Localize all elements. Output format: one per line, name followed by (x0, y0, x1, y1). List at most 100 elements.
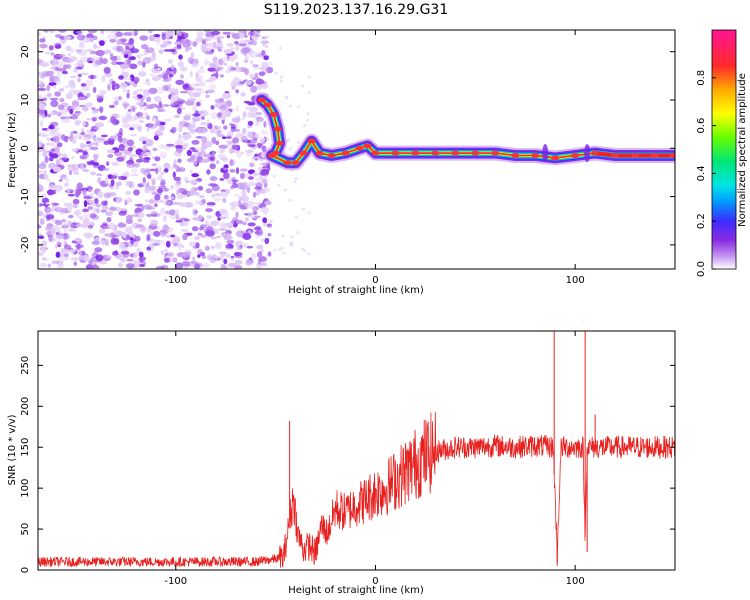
noise-blob (118, 242, 126, 249)
noise-blob (70, 190, 74, 194)
noise-blob (297, 141, 301, 145)
noise-blob (92, 161, 100, 169)
noise-blob (247, 31, 256, 37)
noise-blob (62, 176, 68, 180)
noise-blob (64, 244, 72, 250)
noise-blob (136, 247, 141, 254)
noise-blob (243, 100, 251, 104)
noise-blob (226, 244, 230, 249)
noise-blob (149, 243, 155, 249)
noise-blob (42, 151, 48, 158)
noise-blob (197, 233, 203, 236)
signal-peak (431, 150, 440, 156)
noise-blob (232, 32, 241, 40)
spectrogram-y-tick-label: 0 (20, 145, 31, 151)
noise-blob (163, 168, 169, 173)
noise-blob (195, 242, 200, 249)
noise-blob (235, 61, 239, 67)
noise-blob (193, 151, 200, 157)
noise-blob (240, 151, 245, 155)
noise-blob (197, 152, 203, 157)
noise-blob (222, 136, 227, 139)
noise-blob (39, 120, 44, 127)
signal-peak (611, 153, 620, 159)
noise-blob (102, 58, 108, 65)
noise-blob (209, 176, 218, 182)
noise-blob (189, 241, 197, 247)
noise-blob (157, 165, 162, 173)
noise-blob (70, 135, 77, 143)
noise-blob (132, 90, 139, 96)
noise-blob (255, 233, 260, 239)
spectrogram-frame (37, 29, 676, 270)
noise-blob (76, 33, 84, 41)
noise-blob (178, 54, 183, 60)
noise-blob (254, 72, 259, 79)
noise-blob (103, 66, 111, 74)
noise-blob (151, 179, 156, 186)
noise-blob (188, 83, 198, 88)
noise-blob (198, 127, 207, 134)
noise-blob (149, 199, 154, 204)
noise-blob (180, 167, 185, 171)
noise-blob (238, 42, 247, 47)
spectrogram-y-tick-label: -10 (20, 188, 31, 204)
noise-blob (179, 66, 188, 72)
noise-blob (52, 185, 58, 190)
noise-blob (191, 226, 199, 232)
noise-blob (142, 145, 148, 152)
noise-blob (195, 136, 204, 139)
noise-blob (139, 157, 147, 162)
noise-blob (162, 73, 169, 80)
noise-blob (261, 238, 265, 242)
snr-y-tick-label: 150 (20, 438, 31, 457)
noise-blob (158, 101, 162, 108)
noise-blob (180, 74, 184, 79)
noise-blob (245, 260, 253, 266)
noise-blob (204, 245, 210, 251)
noise-blob (172, 171, 176, 178)
noise-blob (107, 154, 114, 158)
noise-blob (239, 172, 245, 180)
noise-blob (50, 52, 55, 56)
noise-blob (126, 92, 130, 99)
noise-blob (173, 176, 181, 181)
spectrogram-y-tick-label: -20 (20, 237, 31, 253)
noise-blob (58, 30, 67, 33)
noise-blob (223, 172, 230, 180)
noise-blob (249, 138, 258, 144)
noise-blob (111, 192, 117, 197)
noise-blob (69, 75, 77, 79)
noise-blob (245, 106, 252, 111)
noise-blob (95, 49, 105, 57)
noise-blob (126, 163, 136, 168)
noise-blob (38, 252, 44, 256)
noise-blob (196, 69, 206, 74)
noise-blob (87, 186, 93, 190)
noise-blob (219, 66, 224, 71)
noise-blob (92, 153, 99, 159)
noise-blob (89, 146, 99, 151)
noise-blob (144, 152, 152, 156)
noise-blob (230, 126, 237, 132)
noise-blob (205, 79, 214, 83)
noise-blob (70, 257, 80, 261)
noise-blob (222, 198, 227, 203)
noise-blob (235, 89, 239, 94)
noise-blob (281, 234, 285, 238)
spectrogram-plot-area (38, 30, 675, 269)
noise-blob (87, 224, 94, 229)
noise-blob (215, 210, 221, 218)
noise-blob (72, 204, 78, 209)
noise-blob (177, 61, 184, 68)
noise-blob (71, 155, 75, 160)
noise-blob (125, 171, 130, 178)
noise-blob (206, 225, 214, 233)
noise-blob (134, 203, 143, 207)
noise-blob (73, 239, 83, 242)
noise-blob (155, 129, 163, 134)
noise-blob (242, 127, 247, 134)
noise-blob (234, 259, 243, 265)
noise-blob (80, 163, 84, 171)
noise-blob (233, 194, 240, 197)
